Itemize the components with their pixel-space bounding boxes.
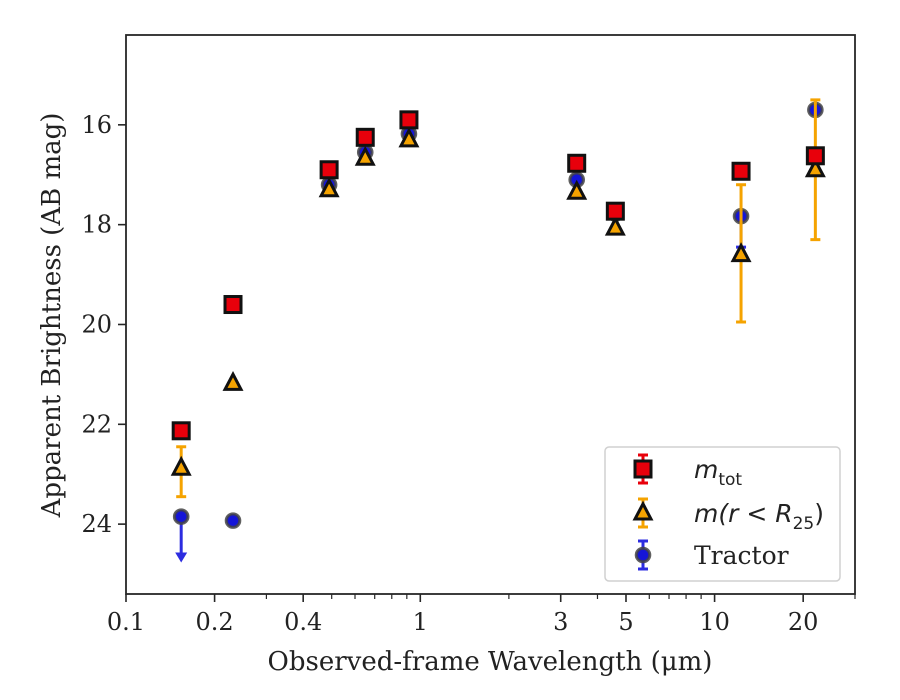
- mr25-point: [170, 455, 192, 476]
- mtot-point: [355, 127, 375, 147]
- legend: mtot m(r < R25) Tractor: [604, 446, 841, 582]
- x-tick-label: 5: [618, 608, 633, 636]
- legend-tractor-label: Tractor: [694, 541, 789, 570]
- plot-frame: [125, 34, 856, 595]
- x-tick-label: 3: [553, 608, 568, 636]
- legend-mtot-marker: [633, 459, 653, 479]
- x-tick-label: 10: [699, 608, 730, 636]
- mtot-point: [805, 146, 825, 166]
- mr25-point: [566, 179, 588, 200]
- mtot-point: [731, 161, 751, 181]
- mtot-point: [399, 110, 419, 130]
- y-axis: 16 18 20 22 24: [81, 111, 126, 538]
- mtot-point: [567, 153, 587, 173]
- mtot-point: [223, 295, 243, 315]
- legend-mtot-label: mtot: [694, 455, 742, 490]
- legend-tractor-marker: [634, 546, 652, 564]
- y-axis-label: Apparent Brightness (AB mag): [37, 113, 67, 519]
- x-axis-label: Observed-frame Wavelength (μm): [268, 647, 713, 677]
- legend-entry-mtot: mtot: [633, 453, 742, 490]
- chart-marks: [170, 98, 826, 563]
- series-mr25: [170, 98, 826, 499]
- x-tick-label: 1: [413, 608, 428, 636]
- legend-box: [604, 446, 841, 582]
- mr25-point: [604, 215, 626, 236]
- mr25-point: [398, 127, 420, 148]
- tractor-upper-limit-arrow: [175, 552, 188, 563]
- legend-entry-tractor: Tractor: [634, 539, 789, 571]
- legend-mr25-marker: [632, 500, 654, 521]
- x-tick-label: 0.2: [196, 608, 234, 636]
- series-mtot: [171, 110, 825, 441]
- mtot-point: [319, 160, 339, 180]
- mr25-point: [804, 157, 826, 178]
- x-tick-label: 0.4: [284, 608, 322, 636]
- y-tick-label: 20: [81, 310, 112, 338]
- x-tick-label: 0.1: [107, 608, 145, 636]
- mtot-point: [171, 421, 191, 441]
- y-tick-label: 24: [81, 510, 112, 538]
- mr25-point: [730, 242, 752, 263]
- y-tick-label: 18: [81, 211, 112, 239]
- mr25-point: [318, 177, 340, 198]
- mtot-point: [605, 201, 625, 221]
- x-axis: 0.1 0.2 0.4 1 3 5 10 20: [107, 594, 856, 636]
- y-tick-label: 16: [81, 111, 112, 139]
- mr25-point: [222, 370, 244, 391]
- tractor-point: [172, 508, 190, 525]
- x-tick-label: 20: [788, 608, 819, 636]
- y-tick-label: 22: [81, 410, 112, 438]
- legend-mr25-label: m(r < R25): [694, 499, 824, 534]
- tractor-point: [224, 512, 242, 529]
- mr25-point: [354, 145, 376, 166]
- legend-entry-mr25: m(r < R25): [632, 497, 824, 534]
